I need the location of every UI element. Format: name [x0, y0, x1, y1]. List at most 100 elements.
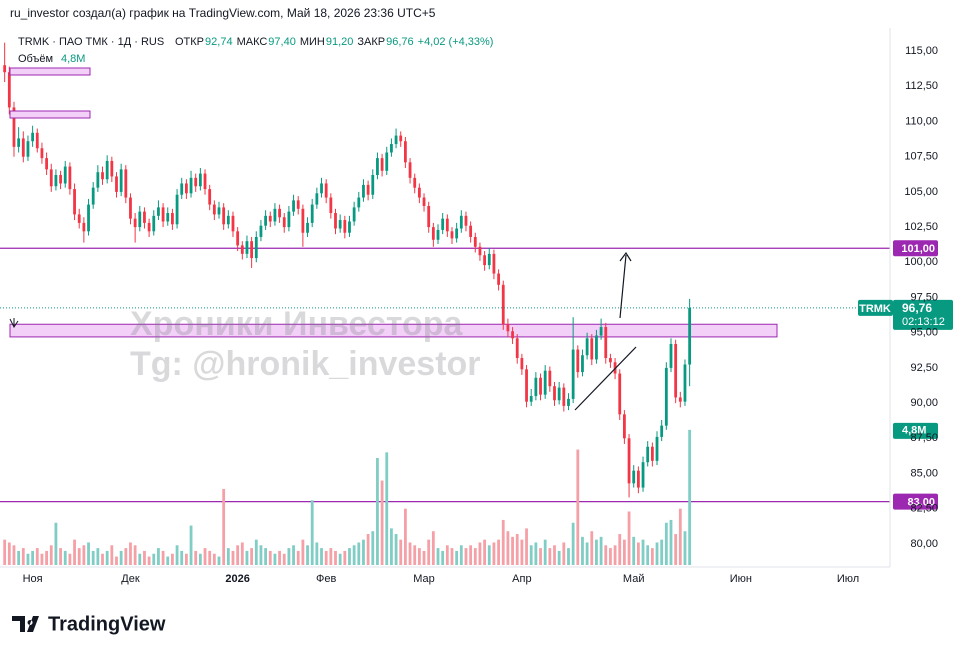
drawing-rect [9, 110, 91, 119]
volume-bar [161, 550, 165, 565]
volume-bar [203, 548, 207, 565]
candle-body [26, 141, 30, 157]
volume-bar [273, 553, 277, 565]
candle-body [567, 398, 570, 406]
level-label: 101,00 [901, 243, 935, 255]
last-price-symbol: TRMK [859, 303, 891, 315]
volume-bar [599, 536, 603, 565]
candle-body [581, 355, 584, 373]
volume-bar [301, 539, 305, 565]
y-tick-label: 100,00 [904, 256, 938, 268]
ohlc-name: МАКС [237, 36, 268, 48]
candle-body [618, 373, 622, 415]
volume-bar [660, 539, 664, 565]
candle-body [417, 187, 421, 198]
volume-bar [306, 545, 309, 565]
candle-body [175, 194, 179, 225]
volume-bar [217, 556, 221, 565]
volume-bar [250, 548, 254, 565]
candle-body [394, 135, 398, 145]
candle-body [264, 215, 267, 226]
volume-bar [334, 550, 337, 565]
arrow-line [619, 254, 627, 319]
volume-bar [198, 553, 202, 565]
candle-body [678, 397, 682, 402]
level-label: 83,00 [907, 497, 935, 509]
candle-body [324, 183, 328, 198]
volume-bar [96, 548, 100, 565]
candle-body [543, 370, 547, 395]
volume-bar [501, 519, 505, 565]
candle-body [492, 253, 496, 274]
volume-bar [7, 542, 11, 565]
volume-bar [77, 548, 81, 565]
volume-bar [641, 539, 645, 565]
candle-body [217, 207, 221, 215]
candle-body [254, 236, 258, 259]
candle-body [664, 367, 668, 426]
volume-bar [352, 545, 356, 565]
volume-bar [147, 556, 151, 565]
candle-body [357, 197, 361, 208]
volume-bar [35, 548, 39, 565]
volume-bar [483, 539, 487, 565]
candle-body [240, 245, 244, 254]
candle-body [669, 343, 673, 368]
volume-bar [669, 519, 673, 565]
volume-label: 4,8М [902, 425, 926, 437]
candle-body [441, 218, 445, 230]
candle-body [110, 160, 114, 177]
volume-bar [529, 545, 533, 565]
last-price-label: 96,76 [902, 301, 932, 315]
candle-body [3, 65, 7, 73]
volume-bar [548, 548, 552, 565]
volume-bar [678, 508, 682, 565]
volume-value: 4,8М [61, 53, 85, 65]
candle-body [194, 177, 198, 187]
volume-bar [427, 539, 431, 565]
candle-body [338, 220, 342, 229]
candle-body [268, 215, 272, 222]
candle-body [497, 273, 500, 285]
candle-body [236, 231, 240, 246]
drawing-rect [9, 67, 91, 76]
volume-bar [189, 525, 193, 565]
volume-bar [595, 539, 598, 565]
candle-body [310, 204, 314, 223]
volume-bar [385, 452, 389, 565]
volume-bar [175, 545, 179, 565]
x-tick-label: Апр [512, 573, 531, 585]
volume-bar [222, 488, 226, 565]
candle-body [660, 425, 664, 437]
volume-bar [664, 522, 668, 565]
volume-bar [623, 539, 626, 565]
volume-bar [366, 534, 370, 565]
y-tick-label: 112,50 [905, 80, 938, 92]
candle-body [287, 211, 291, 228]
candle-body [282, 217, 286, 228]
candle-body [59, 175, 62, 184]
candle-body [21, 138, 25, 157]
volume-bar [133, 545, 137, 565]
volume-bar [45, 550, 48, 565]
volume-bar [571, 522, 575, 565]
volume-bar [287, 548, 291, 565]
x-tick-label: Мар [413, 573, 435, 585]
volume-bar [441, 550, 445, 565]
volume-bar [604, 545, 608, 565]
candle-body [632, 470, 636, 484]
volume-bar [17, 550, 21, 565]
volume-bar [115, 556, 118, 565]
volume-bar [464, 548, 468, 565]
volume-bar [436, 548, 440, 565]
candle-body [180, 183, 184, 195]
volume-bar [194, 550, 198, 565]
volume-bar [525, 528, 528, 565]
volume-bar [157, 548, 160, 565]
volume-bar [12, 545, 16, 565]
volume-bar [567, 548, 570, 565]
volume-bar [562, 542, 566, 565]
level-label-box [893, 240, 938, 257]
candle-body [273, 208, 277, 222]
